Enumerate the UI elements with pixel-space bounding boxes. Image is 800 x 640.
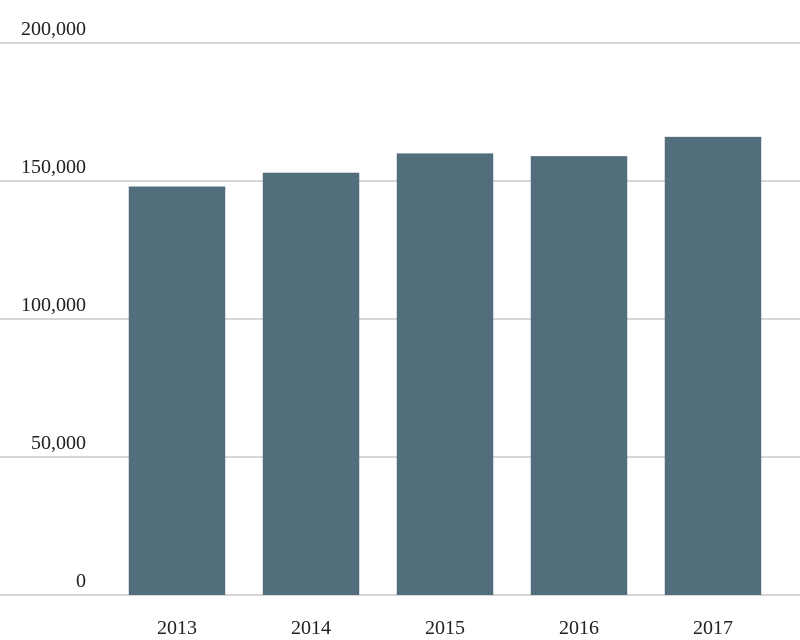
y-tick-label: 0	[76, 570, 86, 592]
x-tick-label: 2016	[559, 617, 599, 639]
x-tick-label: 2017	[693, 617, 733, 639]
x-tick-label: 2015	[425, 617, 465, 639]
x-tick-label: 2013	[157, 617, 197, 639]
bar	[262, 172, 360, 595]
y-tick-label: 50,000	[31, 432, 86, 454]
bar	[664, 136, 762, 595]
y-tick-label: 200,000	[21, 18, 86, 40]
x-tick-label: 2014	[291, 617, 331, 639]
y-tick-label: 150,000	[21, 156, 86, 178]
bar	[396, 153, 494, 595]
bar	[128, 186, 226, 595]
bar	[530, 156, 628, 595]
y-tick-label: 100,000	[21, 294, 86, 316]
